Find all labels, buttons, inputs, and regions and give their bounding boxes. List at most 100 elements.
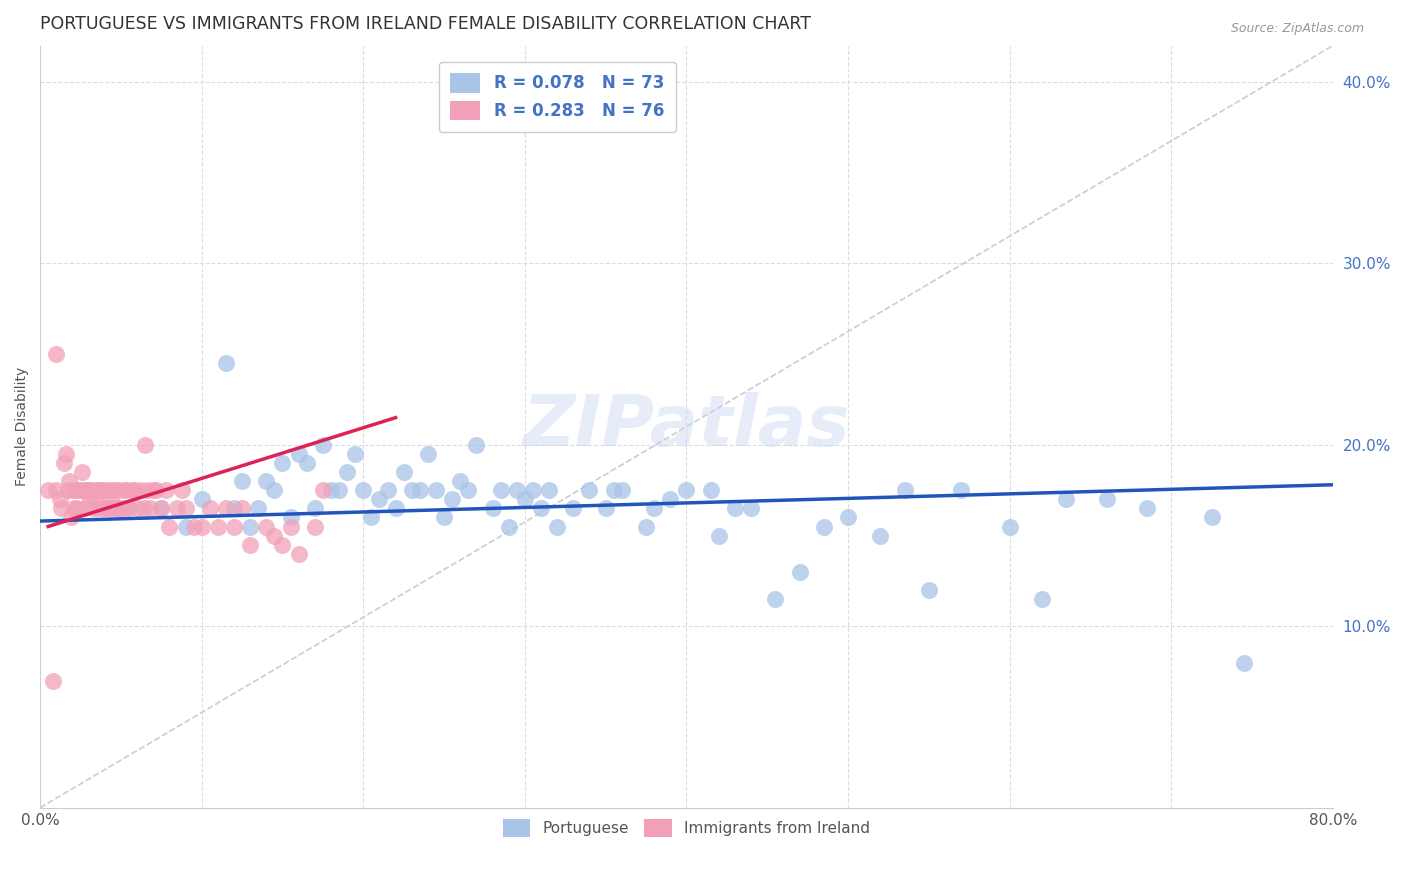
Point — [190, 519, 212, 533]
Point — [610, 483, 633, 498]
Point — [239, 538, 262, 552]
Point — [114, 483, 136, 498]
Point — [139, 501, 162, 516]
Point — [100, 492, 122, 507]
Point — [603, 483, 626, 498]
Point — [263, 483, 285, 498]
Point — [392, 465, 415, 479]
Point — [86, 483, 108, 498]
Point — [998, 519, 1021, 533]
Text: PORTUGUESE VS IMMIGRANTS FROM IRELAND FEMALE DISABILITY CORRELATION CHART: PORTUGUESE VS IMMIGRANTS FROM IRELAND FE… — [41, 15, 811, 33]
Point — [67, 483, 90, 498]
Point — [724, 501, 747, 516]
Point — [231, 474, 253, 488]
Point — [63, 501, 86, 516]
Point — [441, 492, 464, 507]
Point — [70, 465, 93, 479]
Point — [336, 465, 359, 479]
Point — [97, 501, 120, 516]
Point — [837, 510, 859, 524]
Point — [562, 501, 585, 516]
Point — [45, 483, 67, 498]
Point — [42, 673, 65, 688]
Point — [112, 483, 135, 498]
Point — [142, 483, 165, 498]
Point — [150, 501, 173, 516]
Point — [538, 483, 561, 498]
Point — [125, 501, 148, 516]
Point — [263, 528, 285, 542]
Point — [1095, 492, 1118, 507]
Point — [1136, 501, 1159, 516]
Point — [304, 519, 326, 533]
Point — [247, 501, 270, 516]
Point — [312, 438, 335, 452]
Point — [93, 483, 115, 498]
Point — [401, 483, 423, 498]
Point — [75, 501, 97, 516]
Point — [108, 501, 131, 516]
Point — [80, 483, 103, 498]
Point — [352, 483, 374, 498]
Point — [101, 501, 124, 516]
Point — [157, 519, 180, 533]
Point — [869, 528, 891, 542]
Text: ZIPatlas: ZIPatlas — [523, 392, 851, 461]
Point — [222, 501, 245, 516]
Point — [643, 501, 665, 516]
Point — [118, 501, 141, 516]
Point — [893, 483, 915, 498]
Point — [190, 492, 212, 507]
Point — [150, 501, 173, 516]
Point — [254, 519, 277, 533]
Point — [506, 483, 529, 498]
Point — [45, 347, 67, 361]
Point — [48, 492, 70, 507]
Point — [578, 483, 600, 498]
Point — [174, 519, 197, 533]
Point — [328, 483, 350, 498]
Point — [595, 501, 617, 516]
Point — [129, 483, 152, 498]
Point — [222, 519, 245, 533]
Point — [312, 483, 335, 498]
Point — [918, 582, 941, 597]
Point — [425, 483, 447, 498]
Legend: Portuguese, Immigrants from Ireland: Portuguese, Immigrants from Ireland — [494, 810, 879, 846]
Point — [145, 483, 167, 498]
Point — [675, 483, 697, 498]
Point — [56, 483, 79, 498]
Point — [1233, 656, 1256, 670]
Point — [134, 438, 156, 452]
Text: Source: ZipAtlas.com: Source: ZipAtlas.com — [1230, 22, 1364, 36]
Point — [58, 474, 80, 488]
Point — [49, 501, 72, 516]
Point — [183, 519, 205, 533]
Point — [513, 492, 536, 507]
Point — [740, 501, 762, 516]
Point — [481, 501, 503, 516]
Point — [207, 519, 229, 533]
Point — [457, 483, 479, 498]
Point — [122, 483, 145, 498]
Point — [950, 483, 973, 498]
Point — [280, 519, 302, 533]
Point — [789, 565, 811, 579]
Point — [105, 501, 128, 516]
Point — [89, 483, 111, 498]
Point — [360, 510, 382, 524]
Point — [69, 483, 91, 498]
Point — [103, 483, 125, 498]
Point — [135, 483, 157, 498]
Point — [65, 483, 87, 498]
Point — [132, 501, 155, 516]
Point — [530, 501, 553, 516]
Point — [155, 483, 177, 498]
Point — [433, 510, 456, 524]
Point — [55, 447, 77, 461]
Point — [59, 510, 82, 524]
Point — [707, 528, 730, 542]
Point — [76, 483, 98, 498]
Y-axis label: Female Disability: Female Disability — [15, 368, 30, 486]
Point — [763, 592, 786, 607]
